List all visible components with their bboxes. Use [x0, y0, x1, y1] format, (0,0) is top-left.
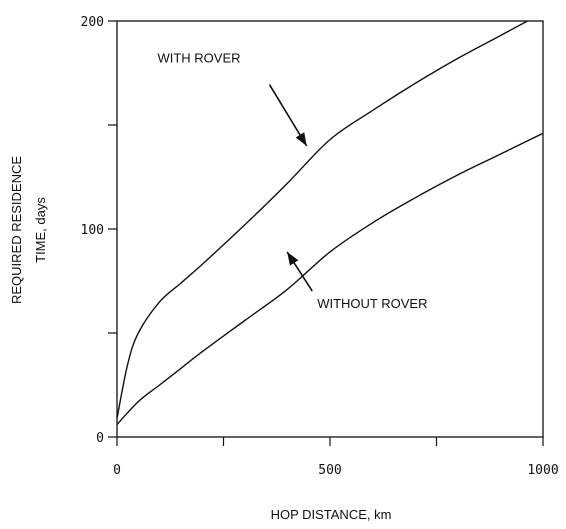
- arrow-with-rover: [268, 84, 308, 147]
- y-tick-label: 0: [96, 431, 104, 446]
- annotation-with-rover: WITH ROVER: [157, 51, 240, 66]
- y-axis-ticks: 0 100 200: [81, 15, 117, 446]
- x-axis-title: HOP DISTANCE, km: [271, 507, 392, 522]
- y-axis-title-line2: TIME, days: [33, 197, 48, 263]
- plot-area: [116, 20, 544, 438]
- annotation-layer: WITH ROVER WITHOUT ROVER: [157, 51, 427, 311]
- x-tick-label: 500: [318, 463, 341, 478]
- x-tick-label: 0: [113, 463, 121, 478]
- series-line-with-rover: [117, 21, 529, 419]
- y-tick-label: 200: [81, 15, 104, 30]
- y-axis-title-line1: REQUIRED RESIDENCE: [9, 156, 24, 304]
- x-tick-label: 1000: [527, 463, 558, 478]
- x-axis-ticks: 0 500 1000: [113, 437, 559, 478]
- y-tick-label: 100: [81, 223, 104, 238]
- series-layer: [117, 21, 543, 425]
- plot-frame: [116, 20, 544, 438]
- arrow-without-rover: [286, 251, 313, 292]
- annotation-without-rover: WITHOUT ROVER: [317, 296, 427, 311]
- series-line-without-rover: [117, 132, 543, 425]
